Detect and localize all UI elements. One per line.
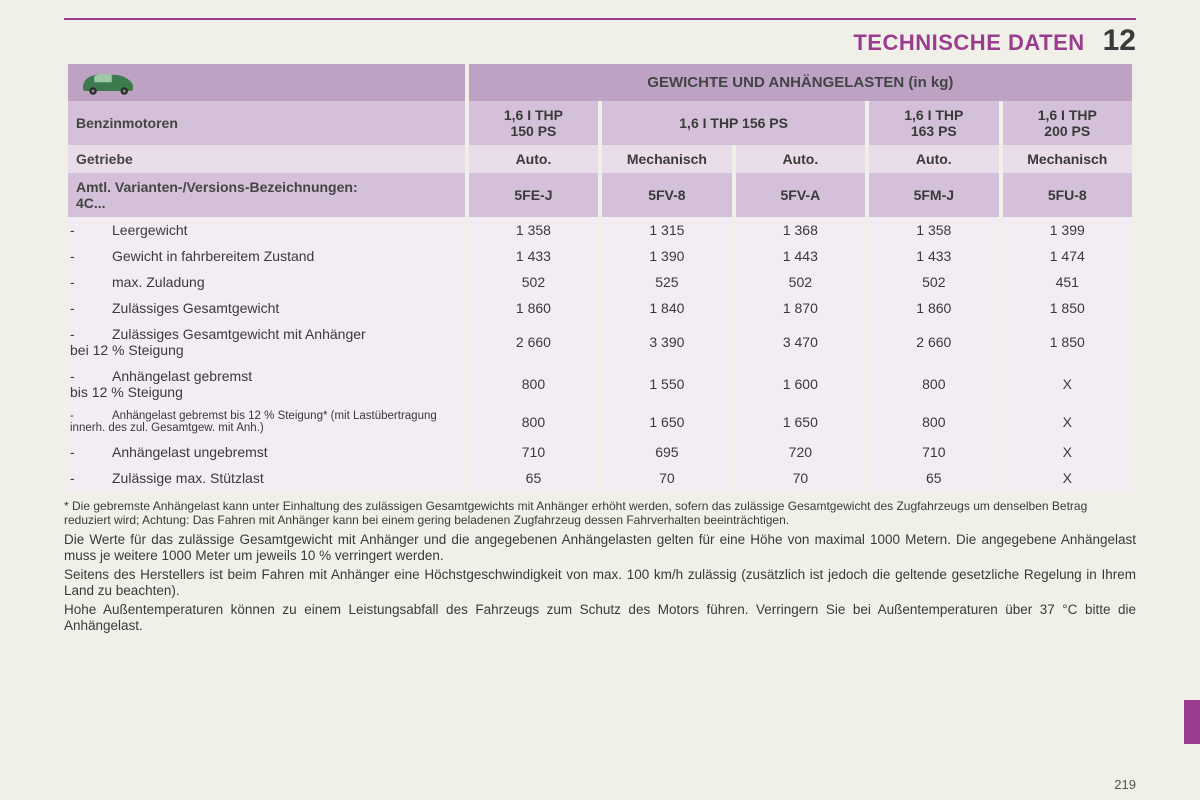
weights-table: GEWICHTE UND ANHÄNGELASTEN (in kg) Benzi… <box>64 64 1136 491</box>
data-cell: 1 390 <box>602 243 731 269</box>
data-cell: X <box>1003 439 1132 465</box>
note-text: Die Werte für das zulässige Gesamtgewich… <box>64 532 1136 565</box>
table-row: -Anhängelast ungebremst710695720710X <box>68 439 1132 465</box>
page-header: TECHNISCHE DATEN 12 <box>64 24 1136 58</box>
engine-col: 1,6 I THP 200 PS <box>1003 101 1132 145</box>
variant-cell: 5FV-8 <box>602 173 731 217</box>
engines-row: Benzinmotoren 1,6 I THP 150 PS 1,6 I THP… <box>68 101 1132 145</box>
table-row: -Zulässige max. Stützlast65707065X <box>68 465 1132 491</box>
data-cell: 1 850 <box>1003 295 1132 321</box>
data-cell: 1 358 <box>469 217 598 243</box>
row-label: -Anhängelast ungebremst <box>68 439 465 465</box>
gearbox-label: Getriebe <box>68 145 465 173</box>
data-cell: 2 660 <box>869 321 998 363</box>
footnote: * Die gebremste Anhängelast kann unter E… <box>64 499 1136 528</box>
header-title: TECHNISCHE DATEN <box>853 30 1084 56</box>
table-row: -Leergewicht1 3581 3151 3681 3581 399 <box>68 217 1132 243</box>
row-label: -Zulässiges Gesamtgewicht mit Anhängerbe… <box>68 321 465 363</box>
data-cell: 65 <box>869 465 998 491</box>
data-cell: 2 660 <box>469 321 598 363</box>
data-cell: 1 474 <box>1003 243 1132 269</box>
data-cell: 65 <box>469 465 598 491</box>
data-cell: 502 <box>869 269 998 295</box>
data-cell: 695 <box>602 439 731 465</box>
data-cell: 1 860 <box>869 295 998 321</box>
data-cell: 1 850 <box>1003 321 1132 363</box>
row-label: -Gewicht in fahrbereitem Zustand <box>68 243 465 269</box>
data-cell: 70 <box>736 465 865 491</box>
data-cell: X <box>1003 465 1132 491</box>
data-cell: 1 433 <box>469 243 598 269</box>
note-text: Hohe Außentemperaturen können zu einem L… <box>64 602 1136 635</box>
row-label: -Anhängelast gebremstbis 12 % Steigung <box>68 363 465 405</box>
gearbox-cell: Mechanisch <box>602 145 731 173</box>
car-icon <box>76 66 140 96</box>
data-cell: 1 368 <box>736 217 865 243</box>
row-label: -max. Zuladung <box>68 269 465 295</box>
gearbox-row: Getriebe Auto. Mechanisch Auto. Auto. Me… <box>68 145 1132 173</box>
engine-col: 1,6 I THP 150 PS <box>469 101 598 145</box>
variant-label: Amtl. Varianten-/Versions-Bezeichnungen:… <box>68 173 465 217</box>
data-cell: 800 <box>469 405 598 439</box>
data-cell: 1 315 <box>602 217 731 243</box>
table-row: -Anhängelast gebremstbis 12 % Steigung80… <box>68 363 1132 405</box>
data-cell: 800 <box>469 363 598 405</box>
row-label: -Zulässiges Gesamtgewicht <box>68 295 465 321</box>
data-cell: 1 650 <box>736 405 865 439</box>
data-cell: 502 <box>469 269 598 295</box>
table-row: -Gewicht in fahrbereitem Zustand1 4331 3… <box>68 243 1132 269</box>
data-cell: 1 650 <box>602 405 731 439</box>
row-label: -Anhängelast gebremst bis 12 % Steigung*… <box>68 405 465 439</box>
variant-row: Amtl. Varianten-/Versions-Bezeichnungen:… <box>68 173 1132 217</box>
notes: Die Werte für das zulässige Gesamtgewich… <box>64 532 1136 635</box>
data-cell: X <box>1003 405 1132 439</box>
variant-cell: 5FE-J <box>469 173 598 217</box>
data-cell: 710 <box>869 439 998 465</box>
data-cell: 1 550 <box>602 363 731 405</box>
row-label: -Leergewicht <box>68 217 465 243</box>
gearbox-cell: Mechanisch <box>1003 145 1132 173</box>
data-cell: 451 <box>1003 269 1132 295</box>
table-row: -max. Zuladung502525502502451 <box>68 269 1132 295</box>
car-icon-cell <box>68 64 465 101</box>
engine-col: 1,6 I THP 156 PS <box>602 101 865 145</box>
data-cell: 3 390 <box>602 321 731 363</box>
chapter-number: 12 <box>1103 24 1136 58</box>
gearbox-cell: Auto. <box>469 145 598 173</box>
data-cell: 1 399 <box>1003 217 1132 243</box>
data-cell: 710 <box>469 439 598 465</box>
variant-cell: 5FU-8 <box>1003 173 1132 217</box>
gearbox-cell: Auto. <box>736 145 865 173</box>
note-text: Seitens des Herstellers ist beim Fahren … <box>64 567 1136 600</box>
engine-col: 1,6 I THP 163 PS <box>869 101 998 145</box>
data-cell: 3 470 <box>736 321 865 363</box>
data-cell: X <box>1003 363 1132 405</box>
table-row: -Anhängelast gebremst bis 12 % Steigung*… <box>68 405 1132 439</box>
data-cell: 525 <box>602 269 731 295</box>
data-cell: 70 <box>602 465 731 491</box>
data-cell: 1 358 <box>869 217 998 243</box>
table-row: -Zulässiges Gesamtgewicht mit Anhängerbe… <box>68 321 1132 363</box>
table-title: GEWICHTE UND ANHÄNGELASTEN (in kg) <box>469 64 1132 101</box>
data-cell: 1 600 <box>736 363 865 405</box>
section-tab <box>1184 700 1200 744</box>
row-label: -Zulässige max. Stützlast <box>68 465 465 491</box>
data-cell: 1 860 <box>469 295 598 321</box>
data-cell: 800 <box>869 405 998 439</box>
data-cell: 720 <box>736 439 865 465</box>
data-cell: 502 <box>736 269 865 295</box>
data-cell: 1 433 <box>869 243 998 269</box>
data-cell: 1 443 <box>736 243 865 269</box>
gearbox-cell: Auto. <box>869 145 998 173</box>
variant-cell: 5FV-A <box>736 173 865 217</box>
page-number: 219 <box>1114 777 1136 792</box>
data-cell: 800 <box>869 363 998 405</box>
engines-label: Benzinmotoren <box>68 101 465 145</box>
variant-cell: 5FM-J <box>869 173 998 217</box>
data-cell: 1 870 <box>736 295 865 321</box>
data-cell: 1 840 <box>602 295 731 321</box>
table-row: -Zulässiges Gesamtgewicht1 8601 8401 870… <box>68 295 1132 321</box>
